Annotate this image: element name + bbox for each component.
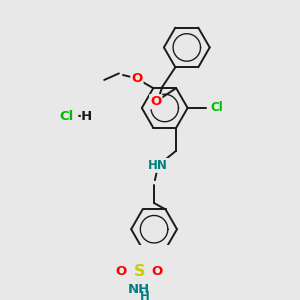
Text: O: O <box>150 95 161 108</box>
Text: O: O <box>131 72 142 85</box>
Text: Cl: Cl <box>59 110 74 123</box>
Text: O: O <box>152 266 163 278</box>
Text: NH: NH <box>128 284 151 296</box>
Text: O: O <box>116 266 127 278</box>
Text: S: S <box>134 265 145 280</box>
Text: H: H <box>140 290 150 300</box>
Text: ·H: ·H <box>76 110 93 123</box>
Text: HN: HN <box>148 159 168 172</box>
Text: Cl: Cl <box>210 101 223 115</box>
